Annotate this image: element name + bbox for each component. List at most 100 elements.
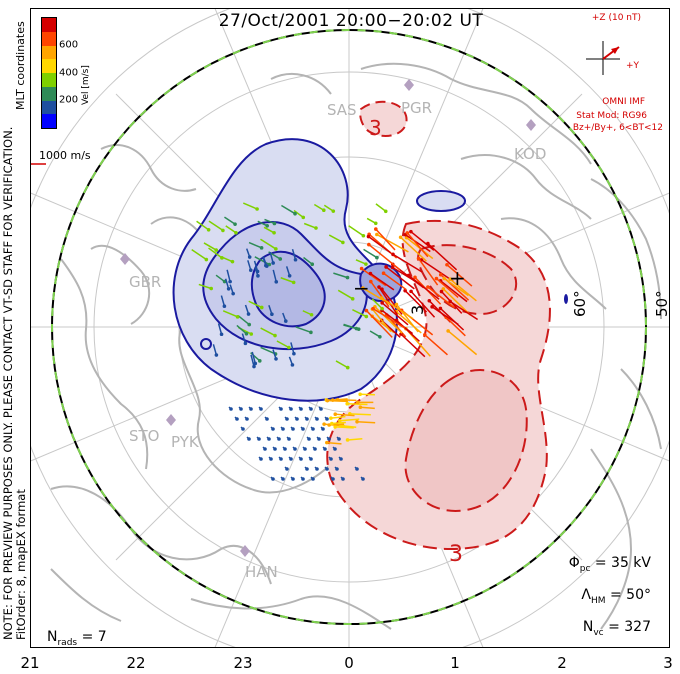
velocity-vector bbox=[335, 360, 349, 369]
velocity-vector bbox=[208, 220, 224, 232]
velocity-vector-origin bbox=[321, 427, 325, 431]
velocity-vector-origin bbox=[310, 262, 315, 267]
velocity-vector-origin bbox=[355, 467, 359, 471]
velocity-vector bbox=[220, 295, 226, 307]
velocity-vector bbox=[355, 259, 367, 265]
velocity-vector-origin bbox=[364, 314, 369, 319]
velocity-vector-origin bbox=[331, 477, 335, 481]
velocity-vector-origin bbox=[299, 407, 303, 411]
velocity-vector-origin bbox=[330, 398, 335, 402]
velocity-vector-origin bbox=[430, 305, 434, 309]
velocity-vector-origin bbox=[277, 437, 281, 441]
velocity-vector-origin bbox=[416, 256, 421, 261]
velocity-vector-origin bbox=[368, 271, 373, 276]
velocity-vector bbox=[368, 235, 392, 254]
velocity-vector bbox=[360, 406, 375, 410]
velocity-vector-origin bbox=[345, 365, 350, 370]
velocity-vector-origin bbox=[283, 447, 287, 451]
velocity-vector-origin bbox=[325, 440, 329, 445]
velocity-vector bbox=[263, 226, 275, 234]
velocity-vector-origin bbox=[383, 209, 388, 214]
velocity-vector bbox=[421, 259, 454, 282]
velocity-vector bbox=[281, 204, 296, 215]
velocity-vector bbox=[360, 393, 375, 396]
contour-label-top: 3 bbox=[369, 116, 382, 140]
velocity-vector bbox=[328, 234, 344, 244]
mlt-tick-2: 2 bbox=[557, 654, 567, 672]
colorbar-segment bbox=[42, 18, 56, 32]
velocity-vector-origin bbox=[291, 280, 296, 285]
velocity-vector bbox=[260, 346, 276, 355]
velocity-vector-origin bbox=[361, 477, 365, 481]
velocity-vector bbox=[365, 310, 393, 338]
velocity-vector-origin bbox=[339, 457, 343, 461]
colorbar-segment bbox=[42, 59, 56, 73]
velocity-vector bbox=[375, 228, 396, 251]
map-title: 27/Oct/2001 20:00−20:02 UT bbox=[218, 11, 484, 31]
colorbar-segment bbox=[42, 86, 56, 101]
velocity-vector-origin bbox=[287, 437, 291, 441]
contour-label-center: 3 bbox=[408, 305, 427, 315]
velocity-vector-origin bbox=[233, 222, 237, 226]
station-sas: SAS bbox=[327, 101, 357, 119]
velocity-vector-origin bbox=[329, 416, 333, 420]
velocity-vector-origin bbox=[309, 330, 313, 335]
hm-boundary-dash bbox=[51, 29, 647, 625]
velocity-vector-origin bbox=[291, 477, 295, 481]
velocity-vector-origin bbox=[301, 427, 305, 431]
velocity-vector-origin bbox=[323, 447, 327, 451]
velocity-vector-origin bbox=[358, 405, 363, 410]
velocity-vector bbox=[374, 306, 403, 334]
velocity-vector-origin bbox=[222, 304, 227, 308]
velocity-vector-origin bbox=[361, 286, 365, 290]
velocity-vector-origin bbox=[305, 467, 309, 471]
velocity-vector bbox=[251, 351, 257, 364]
velocity-vector bbox=[405, 234, 431, 253]
velocity-vector bbox=[447, 330, 478, 356]
velocity-vector-origin bbox=[274, 247, 278, 251]
velocity-vector bbox=[326, 441, 342, 445]
velocity-vector-origin bbox=[426, 285, 430, 289]
velocity-vector bbox=[248, 300, 263, 309]
velocity-vector-origin bbox=[228, 279, 232, 284]
velocity-vector-origin bbox=[309, 407, 313, 411]
velocity-vector-origin bbox=[359, 266, 364, 271]
velocity-vector-origin bbox=[423, 332, 427, 337]
velocity-vector-origin bbox=[333, 425, 337, 429]
velocity-vector-origin bbox=[267, 437, 271, 441]
velocity-vector bbox=[242, 202, 258, 210]
velocity-vector-origin bbox=[309, 312, 314, 317]
velocity-vector bbox=[303, 256, 313, 265]
velocity-vector bbox=[406, 232, 429, 258]
velocity-vector-origin bbox=[235, 417, 239, 421]
map-frame: + − 3 3 3 SAS PGR KOD GBR STO PYK HAN 60… bbox=[30, 8, 670, 648]
velocity-vector-origin bbox=[247, 437, 251, 441]
velocity-vector bbox=[222, 310, 238, 318]
velocity-vector bbox=[330, 415, 346, 419]
velocity-vector-origin bbox=[269, 457, 273, 461]
velocity-vector bbox=[260, 327, 276, 337]
velocity-vector-origin bbox=[394, 318, 399, 323]
velocity-vector-origin bbox=[231, 291, 235, 296]
velocity-vector bbox=[293, 209, 304, 219]
velocity-vector-origin bbox=[391, 252, 395, 257]
velocity-vector bbox=[404, 290, 428, 313]
velocity-vector bbox=[376, 233, 409, 253]
velocity-vector bbox=[303, 222, 317, 229]
velocity-vector-origin bbox=[341, 240, 345, 245]
velocity-colorbar bbox=[41, 17, 57, 129]
velocity-vector-origin bbox=[361, 233, 366, 238]
velocity-vector-origin bbox=[329, 457, 333, 461]
velocity-vector-origin bbox=[364, 308, 369, 313]
velocity-vector bbox=[212, 344, 218, 356]
velocity-vector bbox=[439, 307, 465, 331]
velocity-vector bbox=[410, 290, 436, 318]
velocity-vector bbox=[371, 308, 392, 333]
velocity-vector-origin bbox=[285, 467, 289, 471]
velocity-vector-origin bbox=[263, 447, 267, 451]
velocity-vector bbox=[208, 247, 223, 259]
colorbar-segment bbox=[42, 31, 56, 46]
velocity-vector-origin bbox=[327, 423, 331, 427]
velocity-vector-origin bbox=[394, 302, 399, 307]
velocity-vector-origin bbox=[319, 407, 323, 411]
